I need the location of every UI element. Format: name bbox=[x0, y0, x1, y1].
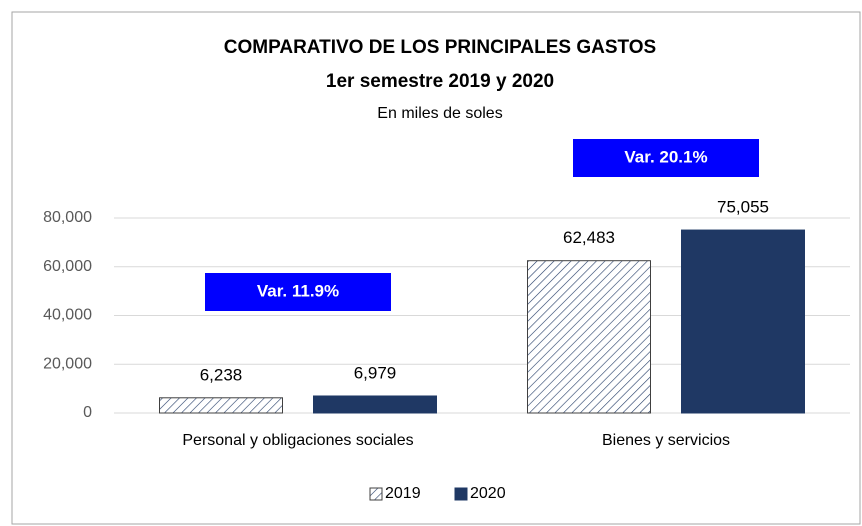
data-label: 62,483 bbox=[563, 228, 615, 247]
y-tick-label: 80,000 bbox=[43, 209, 92, 226]
bar bbox=[527, 260, 651, 414]
legend-swatch bbox=[454, 487, 468, 501]
chart-subtitle: 1er semestre 2019 y 2020 bbox=[326, 71, 554, 92]
legend-swatch bbox=[369, 487, 383, 501]
legend-label: 2020 bbox=[470, 485, 506, 502]
data-label: 6,238 bbox=[200, 365, 243, 384]
x-tick-label: Bienes y servicios bbox=[602, 432, 730, 449]
data-label: 75,055 bbox=[717, 198, 769, 217]
annotation: Var. 20.1% bbox=[624, 147, 707, 166]
y-tick-label: 40,000 bbox=[43, 307, 92, 324]
annotation: Var. 11.9% bbox=[257, 281, 339, 300]
data-label: 6,979 bbox=[354, 363, 397, 382]
bar bbox=[313, 395, 437, 414]
y-tick-label: 20,000 bbox=[43, 355, 92, 372]
bar bbox=[681, 229, 805, 414]
chart-title: COMPARATIVO DE LOS PRINCIPALES GASTOS bbox=[224, 37, 656, 58]
y-tick-label: 0 bbox=[83, 404, 92, 421]
units-label: En miles de soles bbox=[377, 105, 502, 122]
annotation-box bbox=[205, 273, 391, 311]
annotation-box bbox=[573, 139, 759, 177]
legend-label: 2019 bbox=[385, 485, 421, 502]
y-tick-label: 60,000 bbox=[43, 258, 92, 275]
x-tick-label: Personal y obligaciones sociales bbox=[182, 432, 413, 449]
bar bbox=[159, 397, 283, 414]
